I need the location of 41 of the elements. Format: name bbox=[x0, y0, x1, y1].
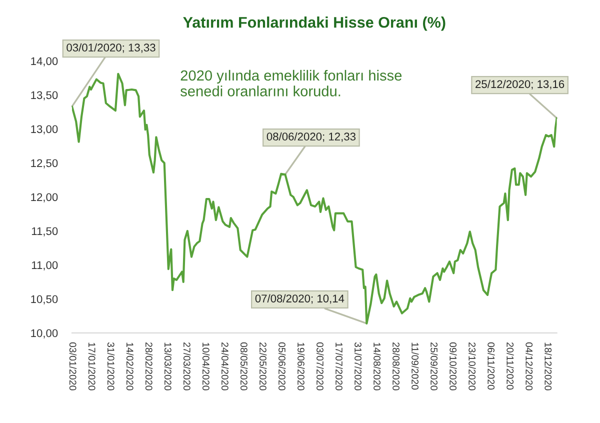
x-tick-label: 31/07/2020 bbox=[354, 342, 362, 390]
x-tick-label: 06/11/2020 bbox=[488, 342, 495, 390]
x-tick-label: 19/06/2020 bbox=[298, 342, 305, 390]
y-tick-label: 13,00 bbox=[31, 125, 58, 134]
x-tick-label: 25/09/2020 bbox=[430, 342, 438, 390]
x-tick-label: 20/11/2020 bbox=[506, 342, 514, 390]
x-tick-label: 23/10/2020 bbox=[468, 342, 476, 390]
x-tick-label: 17/01/2020 bbox=[88, 342, 96, 390]
y-tick-label: 12,00 bbox=[31, 193, 58, 202]
y-tick-label: 14,00 bbox=[31, 57, 58, 66]
x-tick-label: 05/06/2020 bbox=[278, 342, 286, 390]
y-tick-label: 13,50 bbox=[31, 91, 58, 100]
x-tick-label: 11/09/2020 bbox=[412, 342, 419, 390]
x-tick-label: 28/02/2020 bbox=[145, 342, 153, 390]
x-tick-label: 10/04/2020 bbox=[202, 342, 210, 390]
x-tick-label: 03/07/2020 bbox=[316, 342, 324, 390]
annotation: 07/08/2020; 10,14 bbox=[255, 294, 344, 304]
y-tick-label: 10,00 bbox=[31, 329, 58, 338]
x-tick-label: 22/05/2020 bbox=[260, 342, 267, 390]
x-tick-label: 14/08/2020 bbox=[374, 342, 381, 390]
x-tick-label: 04/12/2020 bbox=[526, 342, 533, 390]
chart-title: Yatırım Fonlarındaki Hisse Oranı (%) bbox=[183, 16, 446, 31]
y-tick-label: 11,00 bbox=[32, 261, 58, 270]
annotation: 08/06/2020; 12,33 bbox=[266, 132, 356, 142]
x-tick-label: 17/07/2020 bbox=[336, 342, 343, 390]
x-tick-label: 27/03/2020 bbox=[183, 342, 191, 390]
x-tick-label: 03/01/2020 bbox=[69, 342, 77, 390]
annotation: 03/01/2020; 13,33 bbox=[66, 43, 156, 53]
x-tick-label: 14/02/2020 bbox=[126, 342, 134, 390]
y-tick-label: 11,50 bbox=[32, 227, 58, 236]
x-tick-label: 24/04/2020 bbox=[221, 342, 229, 390]
x-tick-label: 08/05/2020 bbox=[240, 342, 248, 390]
x-tick-label: 13/03/2020 bbox=[164, 342, 172, 390]
y-tick-label: 12,50 bbox=[31, 159, 58, 168]
x-tick-label: 31/01/2020 bbox=[107, 342, 115, 390]
annotation: 2020 yılında emeklilik fonları hisse senedi oranlarını korudu. bbox=[180, 70, 402, 96]
x-tick-label: 28/08/2020 bbox=[392, 342, 400, 390]
y-tick-label: 10,50 bbox=[31, 295, 58, 304]
annotation: 25/12/2020; 13,16 bbox=[476, 80, 564, 90]
x-tick-label: 18/12/2020 bbox=[544, 342, 552, 390]
x-tick-label: 09/10/2020 bbox=[450, 342, 457, 390]
